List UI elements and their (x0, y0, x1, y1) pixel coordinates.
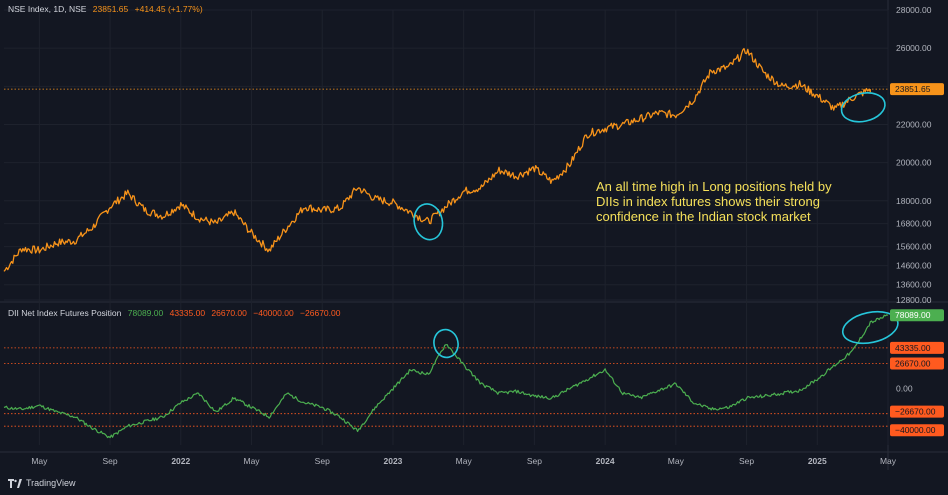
highlight-circle (433, 328, 459, 359)
position-tick-badge: −26670.00 (895, 407, 936, 417)
y-axis: 28000.0026000.0024000.0022000.0020000.00… (890, 5, 944, 437)
price-tick-label: 14600.00 (896, 261, 932, 271)
x-tick-label: May (456, 456, 473, 466)
x-axis: May Sep 2022 May Sep 2023 May Sep 2024 May Sep 2025… (31, 456, 896, 466)
price-tick-label: 20000.00 (896, 158, 932, 168)
position-tick-badge-bg (890, 424, 944, 437)
x-tick-label: May (668, 456, 685, 466)
price-tick-label: 18000.00 (896, 196, 932, 206)
x-tick-label: May (880, 456, 897, 466)
position-tick-label: 0.00 (896, 384, 913, 394)
price-tick-label: 26000.00 (896, 43, 932, 53)
x-tick-label: Sep (739, 456, 754, 466)
highlight-circle (841, 310, 899, 345)
price-series-line (3, 47, 871, 272)
price-tick-label: 22000.00 (896, 119, 932, 129)
threshold-lines (4, 88, 888, 427)
price-tick-label: 16800.00 (896, 219, 932, 229)
price-tick-label: 13600.00 (896, 280, 932, 290)
brand-label: TradingView (26, 478, 76, 488)
position-tick-badge: 78089.00 (895, 310, 931, 320)
position-legend-value: 43335.00 (169, 308, 206, 318)
highlight-circle (413, 203, 444, 241)
x-tick-label: May (31, 456, 48, 466)
x-tick-label: 2024 (596, 456, 615, 466)
price-tick-label: 15600.00 (896, 242, 932, 252)
position-tick-badge-bg (890, 341, 944, 354)
position-legend-value: 78089.00 (127, 308, 164, 318)
tradingview-brand[interactable]: TradingView (8, 478, 76, 488)
position-tick-badge: −40000.00 (895, 425, 936, 435)
position-tick-badge-bg (890, 309, 944, 322)
x-tick-label: Sep (103, 456, 118, 466)
position-tick-badge: 43335.00 (895, 343, 931, 353)
last-price-badge-bg (890, 83, 944, 96)
x-tick-label: 2023 (383, 456, 402, 466)
highlight-circle (840, 92, 886, 123)
x-tick-label: 2025 (808, 456, 827, 466)
price-tick-label: 28000.00 (896, 5, 932, 15)
position-tick-badge-bg (890, 357, 944, 370)
x-tick-label: May (243, 456, 260, 466)
annotation-text: An all time high in Long positions held … (596, 179, 832, 224)
position-tick-badge: 26670.00 (895, 359, 931, 369)
position-series-line (3, 314, 889, 439)
position-legend: DII Net Index Futures Position 78089.00 … (8, 308, 344, 318)
position-legend-name: DII Net Index Futures Position (8, 308, 122, 318)
position-legend-value: −40000.00 (253, 308, 294, 318)
tradingview-logo-icon (8, 478, 22, 488)
highlight-circles (413, 92, 899, 359)
price-legend-symbol: NSE Index, 1D, NSE (8, 4, 87, 14)
price-legend-change: +414.45 (+1.77%) (134, 4, 203, 14)
position-tick-badge-bg (890, 405, 944, 418)
position-legend-value: 26670.00 (211, 308, 247, 318)
series-lines (3, 47, 889, 439)
grid-lines (0, 0, 948, 470)
x-tick-label: 2022 (171, 456, 190, 466)
last-price-badge: 23851.65 (895, 84, 931, 94)
x-tick-label: Sep (315, 456, 330, 466)
x-tick-label: Sep (527, 456, 542, 466)
price-legend: NSE Index, 1D, NSE 23851.65 +414.45 (+1.… (8, 4, 207, 14)
price-legend-value: 23851.65 (92, 4, 129, 14)
position-legend-value: −26670.00 (300, 308, 341, 318)
price-tick-label: 12800.00 (896, 295, 932, 305)
